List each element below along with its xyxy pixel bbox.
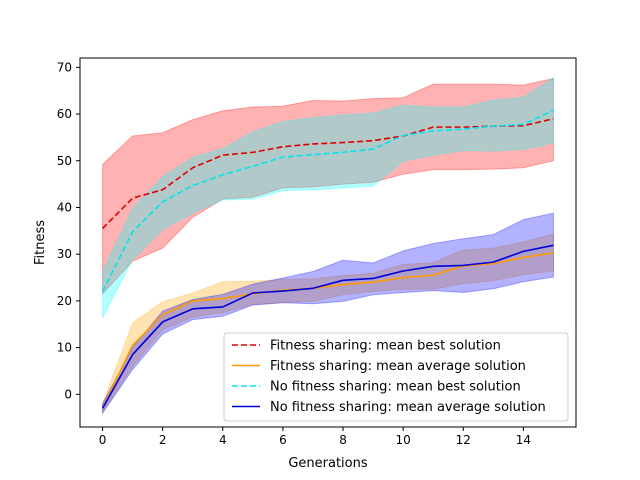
line-series-2 <box>101 109 554 292</box>
confidence-bands <box>102 76 554 415</box>
y-tick-label: 50 <box>57 154 72 168</box>
y-tick-label: 40 <box>57 200 72 214</box>
legend-box <box>223 332 569 422</box>
y-tick-label: 30 <box>57 247 72 261</box>
band-series-2 <box>102 76 554 318</box>
legend-label-3: No fitness sharing: mean average solutio… <box>270 400 546 415</box>
line-series-3 <box>101 244 554 409</box>
x-tick-label: 6 <box>279 433 287 447</box>
legend: Fitness sharing: mean best solution Fitne… <box>223 332 569 422</box>
x-tick-label: 0 <box>99 433 107 447</box>
band-series-1 <box>102 233 554 415</box>
x-axis-label: Generations <box>288 456 368 471</box>
x-tick-label: 4 <box>219 433 227 447</box>
band-series-0 <box>102 77 554 296</box>
y-tick-label: 60 <box>57 107 72 121</box>
x-tick-label: 8 <box>339 433 347 447</box>
x-tick-label: 10 <box>396 433 411 447</box>
plot-area-frame <box>79 57 577 428</box>
y-tick-label: 10 <box>57 341 72 355</box>
x-tick-label: 12 <box>456 433 471 447</box>
legend-label-2: No fitness sharing: mean best solution <box>270 380 521 395</box>
x-tick-label: 14 <box>516 433 531 447</box>
legend-label-0: Fitness sharing: mean best solution <box>270 339 501 354</box>
line-series-1 <box>101 251 554 409</box>
y-tick-label: 20 <box>57 294 72 308</box>
legend-label-1: Fitness sharing: mean average solution <box>270 359 526 374</box>
y-axis-ticks: 0 10 20 30 40 50 60 70 <box>57 60 80 401</box>
x-tick-label: 2 <box>159 433 167 447</box>
x-axis-ticks: 0 2 4 6 8 10 12 14 <box>99 427 531 447</box>
series-lines <box>101 109 554 409</box>
band-series-3 <box>102 212 554 415</box>
y-axis-label: Fitness <box>33 220 48 265</box>
y-tick-label: 0 <box>64 387 72 401</box>
line-series-0 <box>101 117 554 230</box>
y-tick-label: 70 <box>57 60 72 74</box>
